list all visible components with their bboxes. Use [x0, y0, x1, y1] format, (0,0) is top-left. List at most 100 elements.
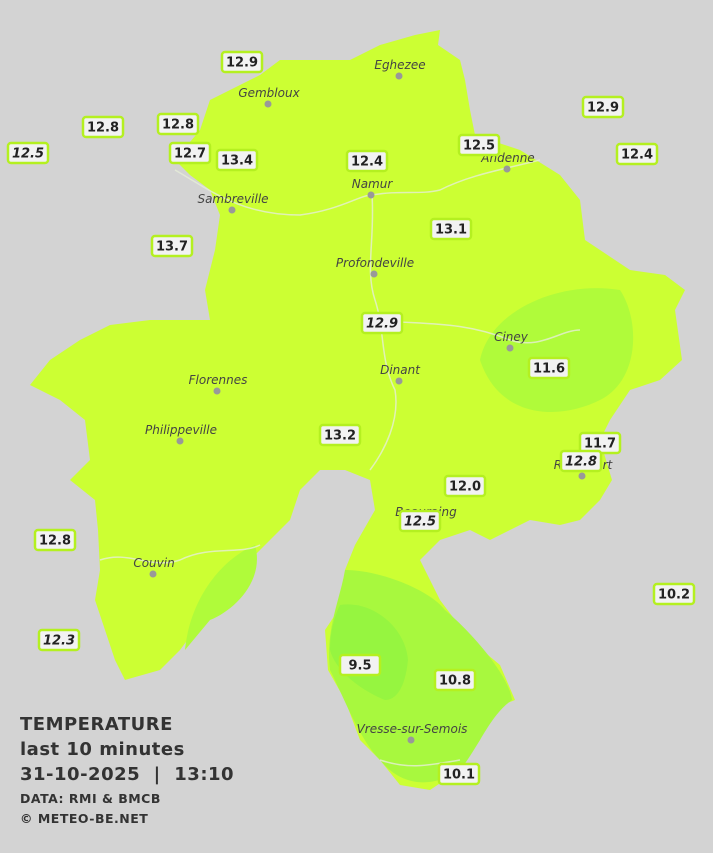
province-shape	[30, 30, 685, 790]
station: 12.0	[443, 474, 487, 498]
station-box	[215, 148, 259, 172]
city-name: Sambreville	[197, 192, 268, 206]
station: 12.9	[360, 311, 404, 335]
station-box	[33, 528, 77, 552]
station-box	[81, 115, 125, 139]
station-value: 12.5	[404, 515, 436, 530]
station: 13.2	[318, 423, 362, 447]
station: 12.5	[6, 141, 50, 165]
station-value: 12.8	[162, 118, 194, 133]
station-box	[433, 668, 477, 692]
city-name: Florennes	[189, 373, 248, 387]
station: 10.8	[433, 668, 477, 692]
station: 12.9	[220, 50, 264, 74]
city-dot	[367, 191, 375, 199]
station-value: 12.9	[366, 317, 398, 332]
station-box	[443, 474, 487, 498]
station-value: 12.0	[449, 480, 481, 495]
station-value: 10.8	[439, 674, 471, 689]
station-box	[338, 653, 382, 677]
station: 12.8	[156, 112, 200, 136]
station-value: 9.5	[348, 659, 371, 674]
station-box	[360, 311, 404, 335]
station-value: 12.7	[174, 147, 206, 162]
station: 12.7	[168, 141, 212, 165]
city-dot	[370, 270, 378, 278]
station-value: 12.8	[565, 455, 597, 470]
station-value: 12.9	[587, 101, 619, 116]
station-box	[398, 509, 442, 533]
city-dot	[506, 344, 514, 352]
legend-subtitle: last 10 minutes	[20, 739, 185, 760]
station-box	[156, 112, 200, 136]
station-value: 12.9	[226, 56, 258, 71]
city-name: Eghezee	[374, 58, 425, 72]
station-box	[168, 141, 212, 165]
station-box	[6, 141, 50, 165]
station-value: 12.4	[621, 148, 653, 163]
station-box	[559, 449, 603, 473]
station-box	[150, 234, 194, 258]
city-name: Philippeville	[145, 423, 217, 437]
city-dot	[264, 100, 272, 108]
station-value: 13.7	[156, 240, 188, 255]
station-value: 12.4	[351, 155, 383, 170]
cooler-zone	[480, 288, 634, 412]
station: 12.8	[81, 115, 125, 139]
station-value: 12.3	[43, 634, 75, 649]
city-dot	[503, 165, 511, 173]
city-name: Namur	[352, 177, 394, 191]
station-value: 11.6	[533, 362, 565, 377]
station: 13.7	[150, 234, 194, 258]
city-name: Profondeville	[336, 256, 414, 270]
station-box	[652, 582, 696, 606]
station-value: 11.7	[584, 437, 616, 452]
station-box	[615, 142, 659, 166]
station-value: 12.5	[463, 139, 495, 154]
station: 13.4	[215, 148, 259, 172]
station: 12.9	[581, 95, 625, 119]
city-dot	[149, 570, 157, 578]
city-dot	[578, 472, 586, 480]
station-box	[457, 133, 501, 157]
station-value: 12.8	[39, 534, 71, 549]
station-value: 13.2	[324, 429, 356, 444]
station-box	[220, 50, 264, 74]
station: 13.1	[429, 217, 473, 241]
station-box	[437, 762, 481, 786]
legend-title: TEMPERATURE	[20, 714, 173, 735]
city-dot	[395, 377, 403, 385]
station: 9.5	[338, 653, 382, 677]
station: 11.7	[578, 431, 622, 455]
station: 12.8	[33, 528, 77, 552]
legend-credit: © METEO-BE.NET	[20, 811, 148, 826]
station-box	[318, 423, 362, 447]
stations: 12.9 12.8 12.8 12.5 12.7 13.4 12.4 12.5 12.9 12.4…	[6, 50, 696, 786]
station: 12.4	[615, 142, 659, 166]
station: 12.5	[398, 509, 442, 533]
station-box	[581, 95, 625, 119]
station: 10.1	[437, 762, 481, 786]
station: 12.4	[345, 149, 389, 173]
city-name: Gembloux	[238, 86, 300, 100]
cooler-zone	[185, 545, 257, 650]
station-value: 12.5	[12, 147, 44, 162]
city-name: Couvin	[133, 556, 174, 570]
station-box	[429, 217, 473, 241]
station-value: 13.4	[221, 154, 253, 169]
station: 12.8	[559, 449, 603, 473]
station-value: 12.8	[87, 121, 119, 136]
station: 10.2	[652, 582, 696, 606]
station-box	[345, 149, 389, 173]
city-name: Vresse-sur-Semois	[357, 722, 468, 736]
station: 12.3	[37, 628, 81, 652]
city-dot	[228, 206, 236, 214]
station: 12.5	[457, 133, 501, 157]
city-name: Ciney	[494, 330, 529, 344]
station-box	[37, 628, 81, 652]
city-dot	[395, 72, 403, 80]
city-dot	[213, 387, 221, 395]
legend-datetime: 31-10-2025 | 13:10	[20, 764, 234, 785]
station-value: 10.1	[443, 768, 475, 783]
